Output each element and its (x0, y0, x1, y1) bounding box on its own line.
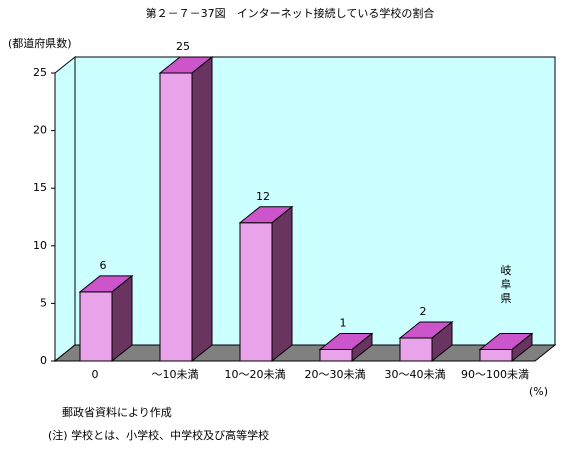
bar-side (191, 55, 213, 363)
bar-front (239, 222, 273, 362)
bar (158, 55, 214, 363)
x-tick-label: 0 (92, 368, 99, 381)
x-tick-label: 20～30未満 (305, 368, 366, 381)
bar-side (511, 332, 533, 363)
y-tick-label: 5 (40, 296, 47, 309)
y-tick-label: 10 (33, 239, 47, 252)
x-tick-label: 10～20未満 (225, 368, 286, 381)
x-tick-label: 90～100未満 (461, 368, 529, 381)
value-label: 12 (256, 190, 270, 203)
source: 郵政省資料により作成 (62, 405, 172, 419)
y-tick-label: 15 (33, 181, 47, 194)
side-wall (54, 55, 76, 363)
bar (318, 332, 374, 363)
y-axis-label: (都道府県数) (8, 36, 72, 50)
value-label: 6 (100, 259, 107, 272)
bar-side (271, 205, 293, 363)
value-label: 25 (176, 40, 190, 53)
bar (478, 332, 534, 363)
bar-side (431, 320, 453, 363)
bar (398, 320, 454, 363)
bar-front (319, 348, 353, 362)
bar-side (111, 274, 133, 363)
bar-front (79, 291, 113, 362)
x-tick-label: 30～40未満 (385, 368, 446, 381)
bar-front (399, 337, 433, 362)
bar-side (351, 332, 373, 363)
y-tick-label: 0 (40, 354, 47, 367)
value-label: 1 (340, 316, 347, 329)
value-label: 2 (420, 305, 427, 318)
annotation: 岐阜県 (499, 264, 512, 306)
back-wall (74, 56, 556, 346)
bar (78, 274, 134, 363)
bar-front (159, 72, 193, 362)
chart-title: 第２－７－37図 インターネット接続している学校の割合 (146, 6, 435, 20)
y-tick-label: 25 (33, 66, 47, 79)
bar (238, 205, 294, 363)
x-unit-label: (%) (529, 385, 548, 398)
bar-front (479, 348, 513, 362)
y-tick-label: 20 (33, 124, 47, 137)
note: (注) 学校とは、小学校、中学校及び高等学校 (48, 428, 269, 442)
x-tick-label: ～10未満 (152, 368, 199, 381)
